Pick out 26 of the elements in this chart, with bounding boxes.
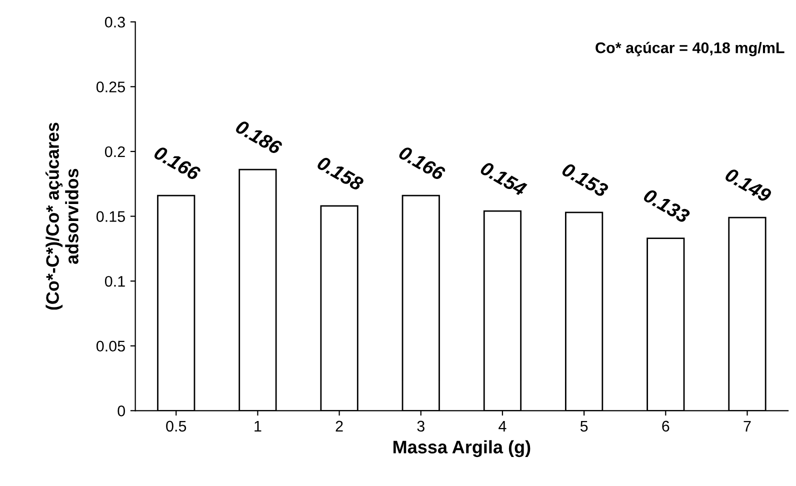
y-tick-label: 0.15 (96, 211, 125, 222)
x-tick-label: 5 (580, 420, 588, 432)
y-tick-label: 0 (118, 406, 125, 416)
data-label: 0.166 (398, 145, 446, 182)
x-tick-label: 7 (744, 420, 751, 432)
data-label: 0.153 (561, 162, 610, 198)
x-axis-title: Massa Argila (g) (394, 440, 530, 458)
annotation: Co* açúcar = 40,18 mg/mL (596, 42, 784, 56)
y-tick-label: 0.05 (96, 340, 125, 352)
x-tick-label: 0.5 (166, 420, 186, 432)
data-label: 0.154 (479, 160, 528, 196)
x-tick-label: 6 (662, 420, 670, 432)
x-tick-label: 4 (498, 420, 506, 432)
y-tick-label: 0.3 (104, 16, 125, 28)
data-label: 0.158 (316, 156, 365, 192)
x-tick-label: 3 (417, 420, 424, 432)
x-tick-label: 2 (336, 420, 343, 432)
data-label: 0.149 (724, 167, 773, 204)
data-label: 0.166 (153, 145, 202, 182)
x-tick-label: 1 (254, 420, 262, 432)
y-axis-title: (Co*-C*)/Co* açúcares adsorvidos (46, 122, 78, 310)
y-tick-label: 0.25 (96, 82, 125, 92)
data-label: 0.186 (234, 119, 284, 156)
data-label: 0.133 (642, 188, 691, 224)
y-tick-label: 0.2 (104, 146, 125, 158)
y-tick-label: 0.1 (104, 276, 125, 287)
